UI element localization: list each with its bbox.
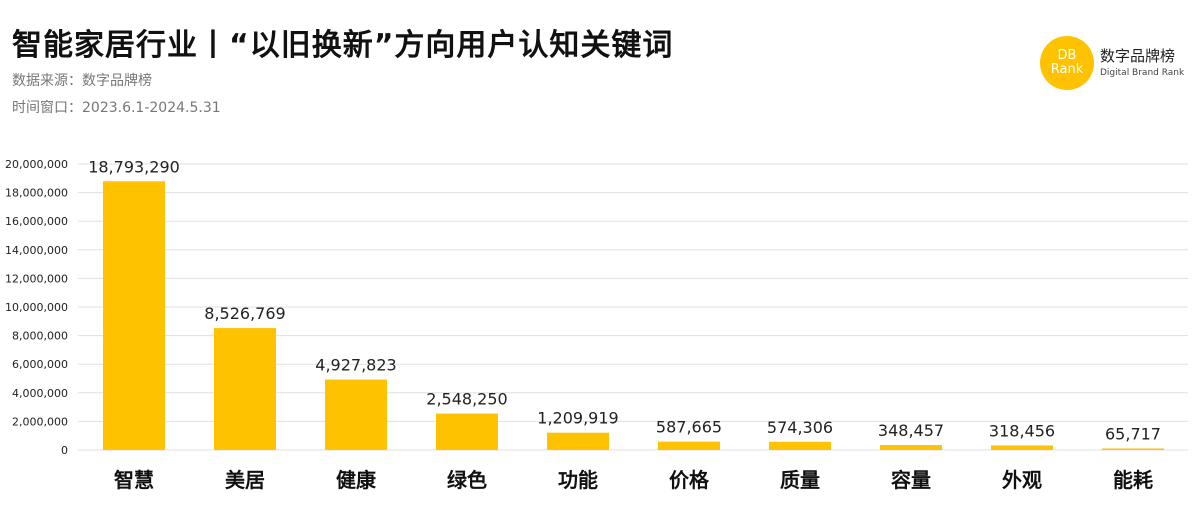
data-label: 348,457 xyxy=(878,421,944,440)
x-category-label: 容量 xyxy=(891,468,931,492)
logo-mark-line1: DB xyxy=(1057,48,1077,63)
x-category-label: 外观 xyxy=(1002,468,1042,492)
y-tick-label: 2,000,000 xyxy=(12,415,68,428)
bar xyxy=(325,379,387,450)
y-tick-label: 12,000,000 xyxy=(5,272,68,285)
data-label: 65,717 xyxy=(1105,425,1161,444)
y-tick-label: 0 xyxy=(61,444,68,457)
x-category-label: 智慧 xyxy=(114,468,154,492)
brand-logo: DB Rank 数字品牌榜 Digital Brand Rank xyxy=(1040,36,1190,92)
x-category-label: 功能 xyxy=(558,468,598,492)
x-category-label: 绿色 xyxy=(447,468,487,492)
bar xyxy=(1102,448,1164,450)
y-tick-label: 14,000,000 xyxy=(5,244,68,257)
db-rank-logo-icon: DB Rank xyxy=(1040,36,1094,90)
logo-mark-line2: Rank xyxy=(1050,62,1084,77)
bar xyxy=(991,445,1053,450)
data-label: 4,927,823 xyxy=(315,356,396,375)
data-label: 1,209,919 xyxy=(537,409,618,428)
data-source-note: 数据来源：数字品牌榜 xyxy=(12,73,152,89)
logo-name-cn: 数字品牌榜 xyxy=(1100,47,1176,65)
time-window-note: 时间窗口：2023.6.1-2024.5.31 xyxy=(12,100,221,116)
data-label: 587,665 xyxy=(656,418,722,437)
y-tick-label: 20,000,000 xyxy=(5,158,68,171)
bar xyxy=(769,441,831,450)
bar xyxy=(214,328,276,450)
logo-name-en: Digital Brand Rank xyxy=(1100,68,1185,78)
y-tick-label: 4,000,000 xyxy=(12,387,68,400)
y-tick-label: 8,000,000 xyxy=(12,330,68,343)
y-tick-label: 10,000,000 xyxy=(5,301,68,314)
bar xyxy=(658,441,720,450)
data-label: 318,456 xyxy=(989,421,1055,440)
bar xyxy=(880,445,942,450)
data-label: 2,548,250 xyxy=(426,390,507,409)
bar xyxy=(436,413,498,450)
y-tick-label: 16,000,000 xyxy=(5,215,68,228)
bar xyxy=(103,181,165,450)
x-category-label: 健康 xyxy=(336,468,377,492)
x-category-label: 价格 xyxy=(669,468,710,492)
data-label: 18,793,290 xyxy=(88,157,180,176)
data-label: 8,526,769 xyxy=(204,304,285,323)
chart-title: 智能家居行业丨“以旧换新”方向用户认知关键词 xyxy=(12,28,674,63)
x-category-label: 美居 xyxy=(225,468,265,492)
bar xyxy=(547,432,609,450)
x-category-label: 能耗 xyxy=(1113,468,1153,492)
bar-chart: 0 2,000,000 4,000,000 6,000,000 8,000,000 10,… xyxy=(5,157,1188,492)
y-tick-label: 18,000,000 xyxy=(5,187,68,200)
data-label: 574,306 xyxy=(767,418,833,437)
y-tick-label: 6,000,000 xyxy=(12,358,68,371)
x-category-label: 质量 xyxy=(780,468,820,492)
